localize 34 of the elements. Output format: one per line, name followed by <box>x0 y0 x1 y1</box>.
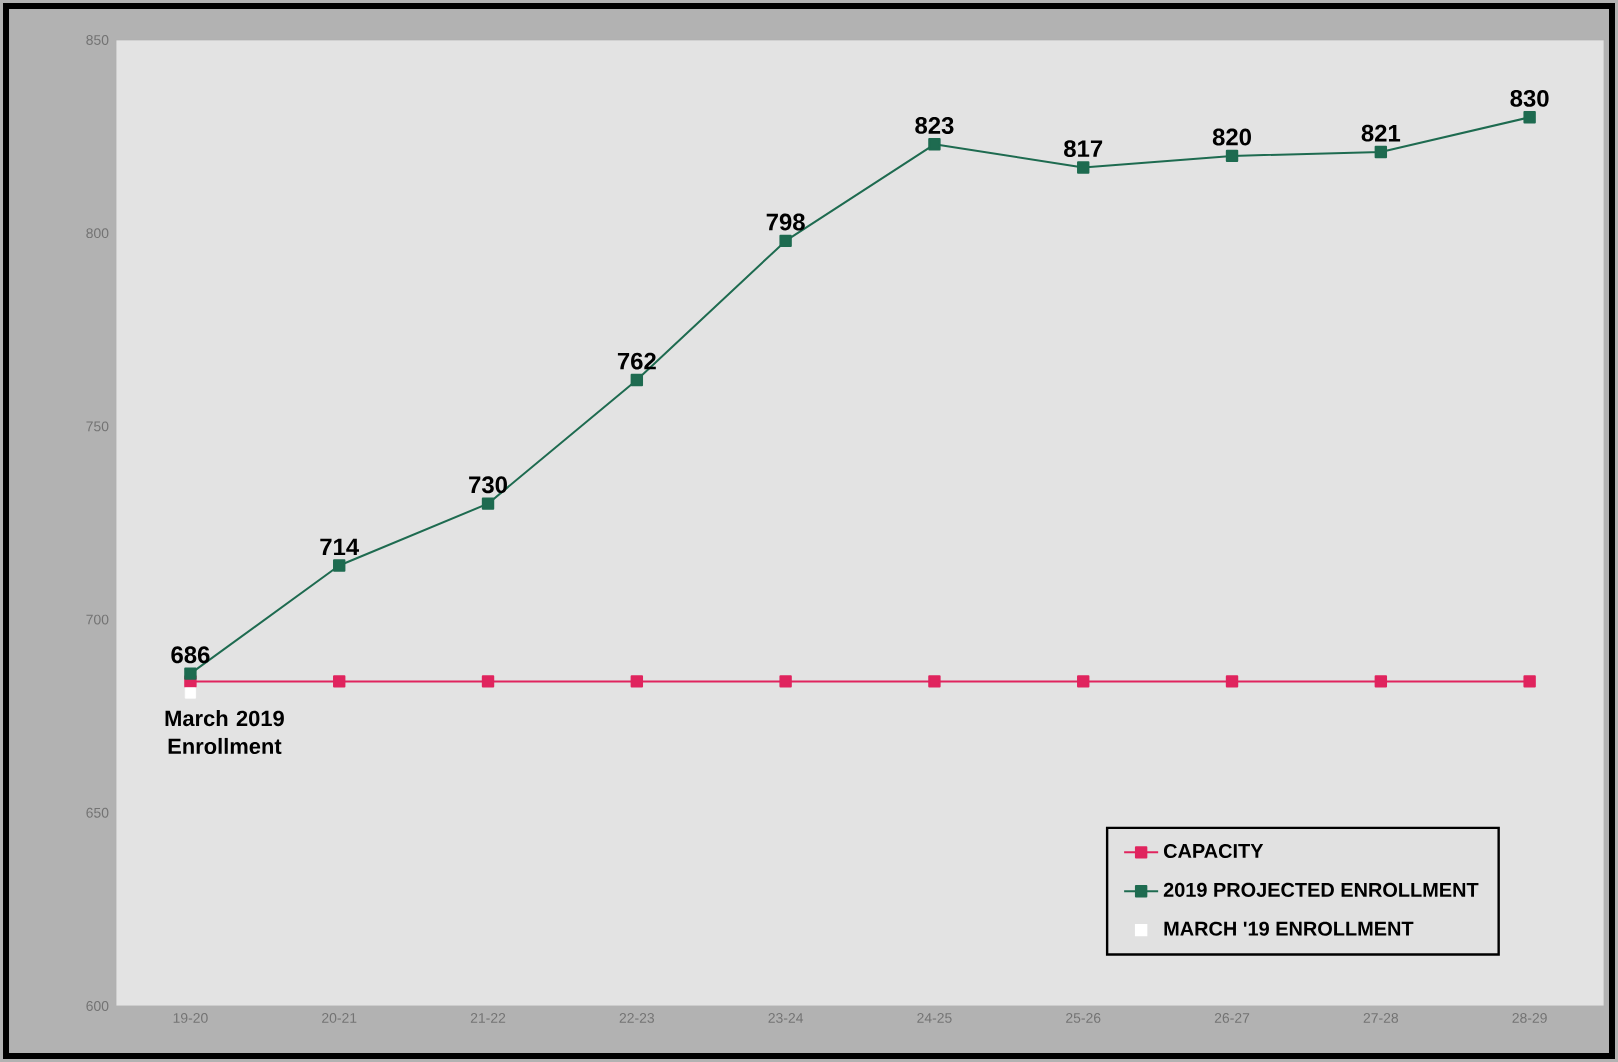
data-label: 823 <box>915 116 954 134</box>
point <box>630 675 644 688</box>
point <box>333 675 346 688</box>
point <box>1374 145 1388 159</box>
point <box>184 667 197 680</box>
point <box>1225 675 1239 688</box>
point <box>1077 161 1090 174</box>
point <box>779 675 792 688</box>
point <box>928 675 941 688</box>
point <box>1225 149 1239 163</box>
data-label: 820 <box>1212 128 1251 146</box>
point <box>333 559 346 572</box>
data-label: 686 <box>171 646 210 664</box>
data-label: 762 <box>617 352 656 370</box>
data-label: 798 <box>766 213 805 231</box>
point <box>779 234 792 248</box>
point <box>630 373 644 387</box>
data-label: 830 <box>1510 89 1549 107</box>
point <box>1523 111 1536 124</box>
point <box>481 497 495 510</box>
data-label: 730 <box>469 476 507 494</box>
point <box>1523 675 1536 688</box>
data-label: 821 <box>1361 124 1401 142</box>
point <box>928 138 941 151</box>
data-label: 714 <box>320 538 360 556</box>
data-label: 817 <box>1064 140 1103 158</box>
annotation: March 2019 Enrollment <box>165 710 284 755</box>
point <box>1077 675 1090 688</box>
point <box>184 687 197 699</box>
point <box>1374 675 1388 688</box>
legend-label: CAPACITY <box>1163 843 1264 859</box>
legend-label: MARCH '19 ENROLLMENT <box>1164 921 1414 936</box>
legend-label: 2019 PROJECTED ENROLLMENT <box>1163 882 1479 897</box>
point <box>481 675 495 688</box>
